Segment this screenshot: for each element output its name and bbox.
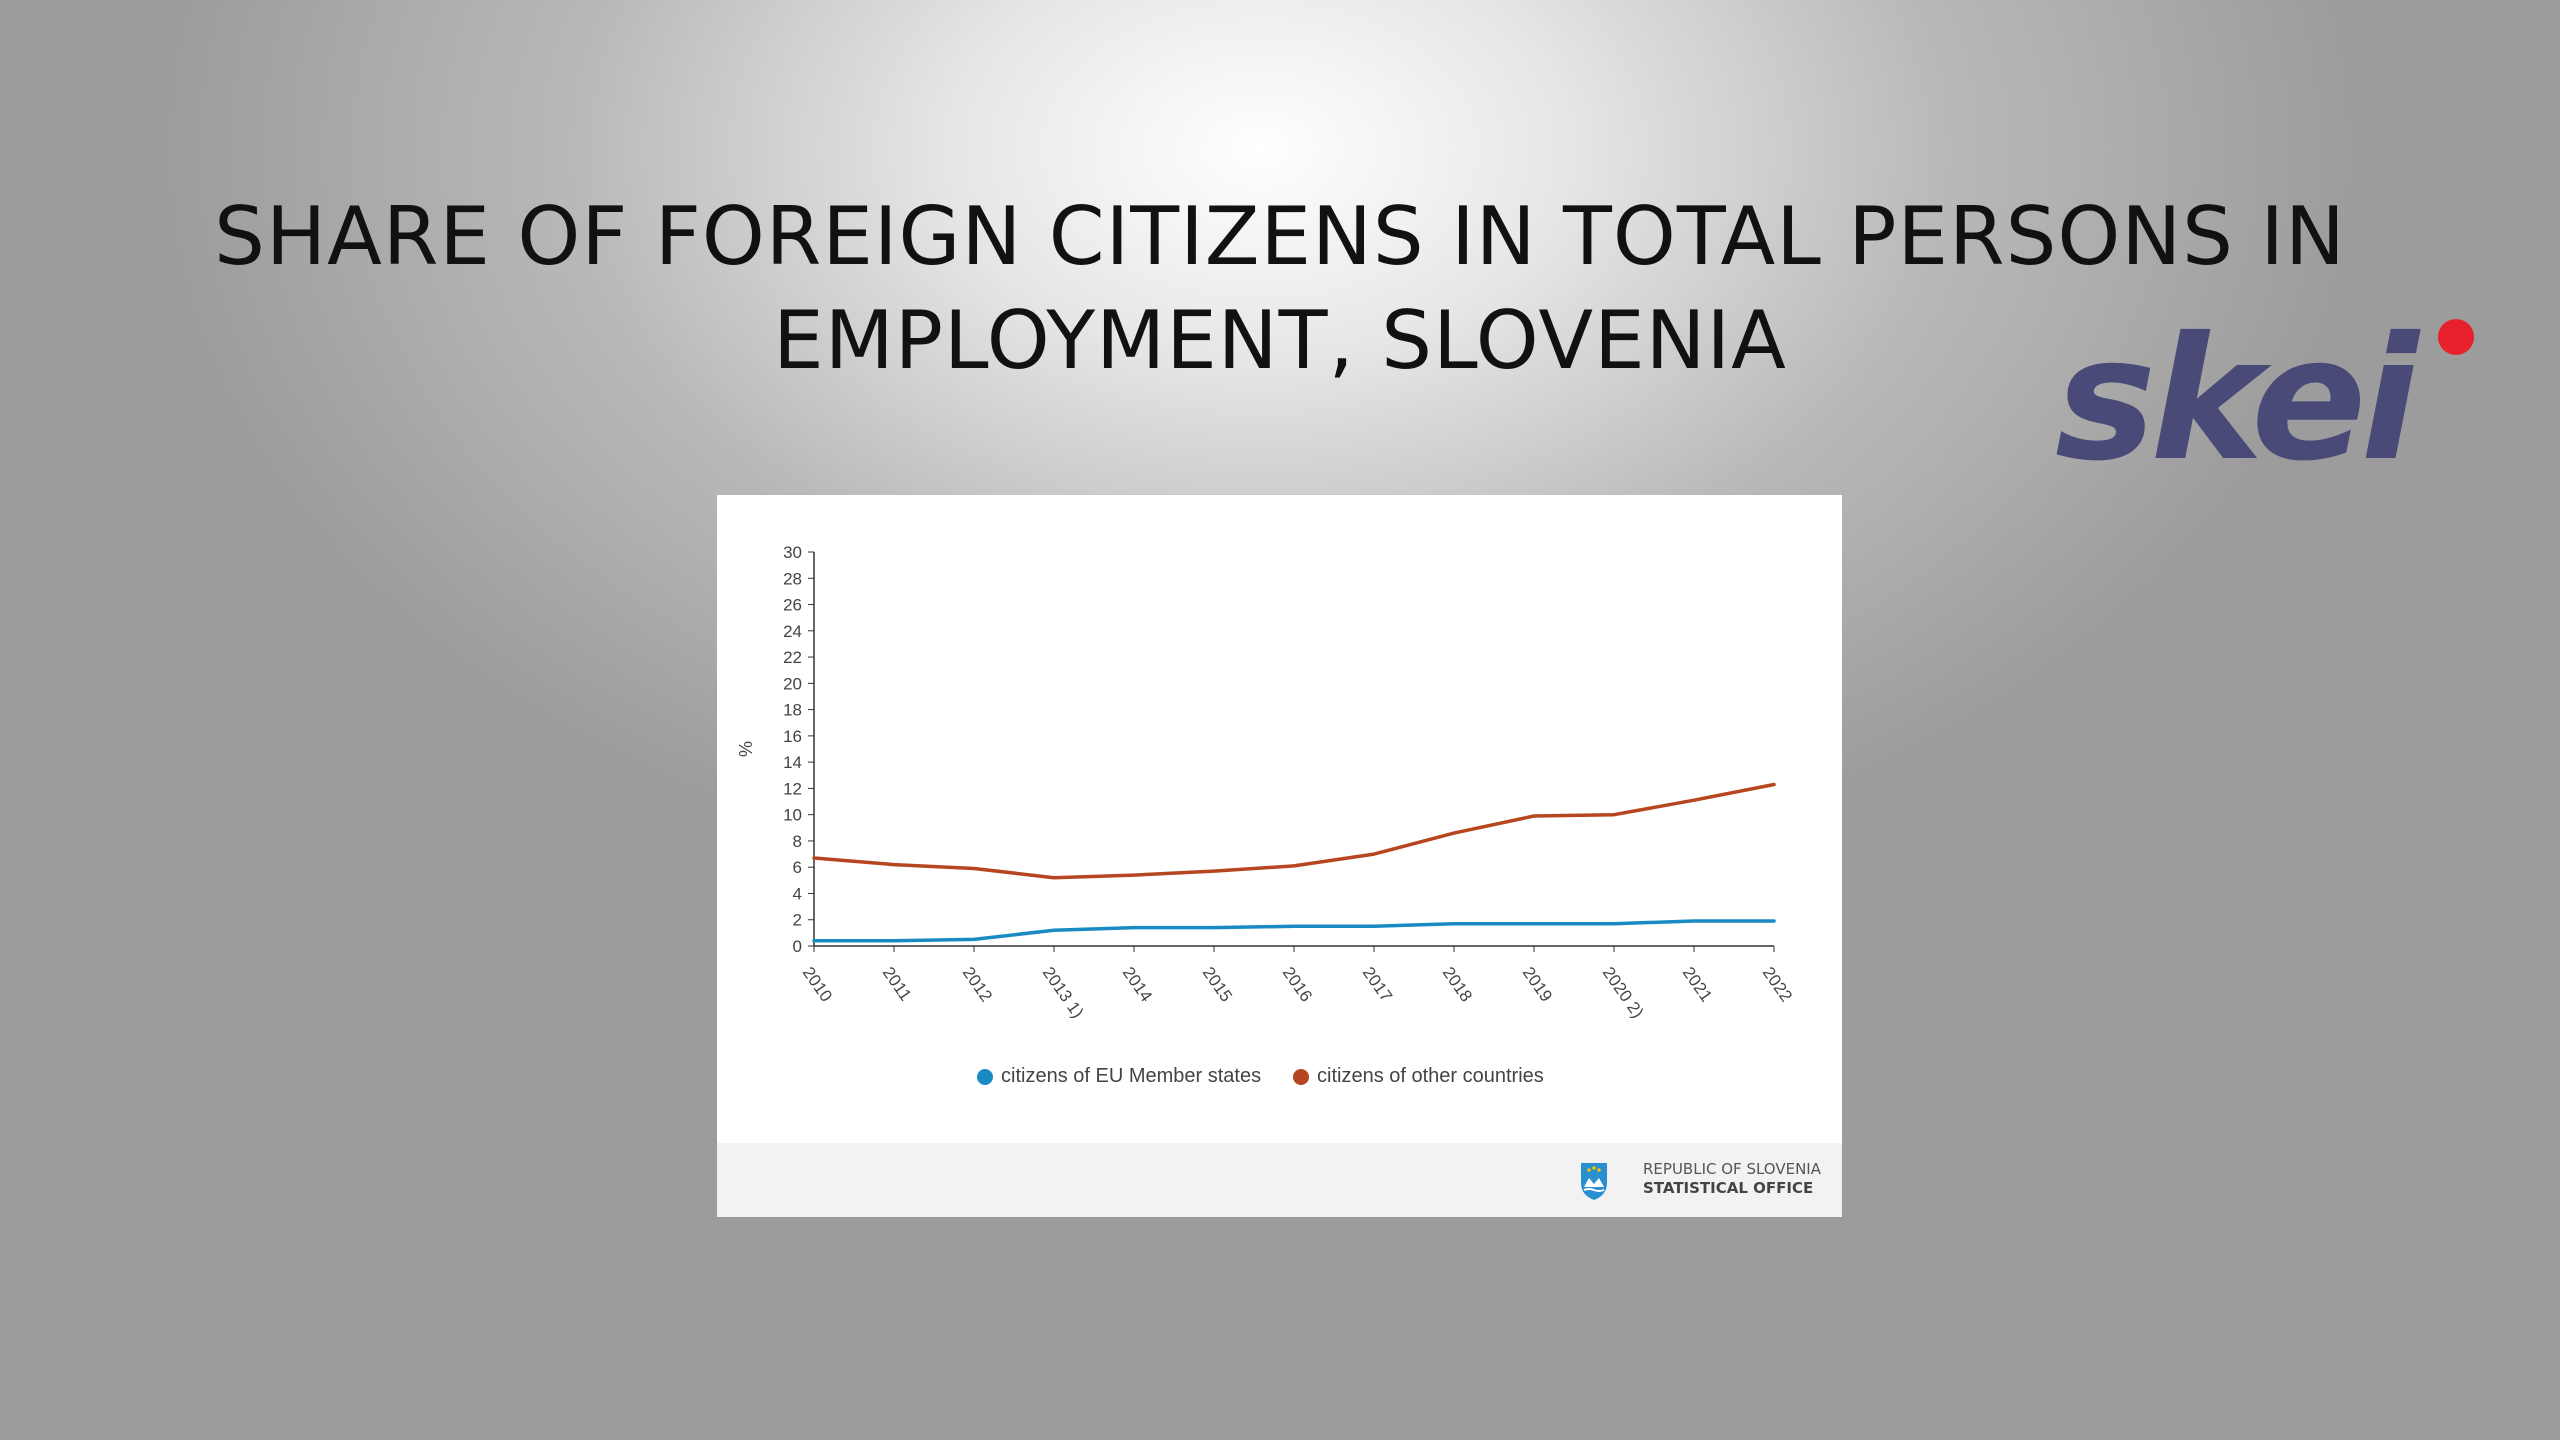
x-tick-label: 2022 — [1759, 963, 1796, 1005]
series-line-other — [812, 782, 1776, 880]
x-tick-label: 2016 — [1279, 963, 1316, 1005]
slide-title: SHARE OF FOREIGN CITIZENS IN TOTAL PERSO… — [0, 185, 2560, 393]
x-tick-label: 2015 — [1199, 963, 1236, 1005]
x-tick-label: 2019 — [1519, 963, 1556, 1005]
legend-marker-other — [1293, 1068, 1309, 1085]
x-tick-label: 2010 — [799, 963, 836, 1005]
x-tick-label: 2014 — [1119, 963, 1156, 1005]
y-tick-label: 20 — [783, 674, 802, 693]
legend-item-other[interactable]: citizens of other countries — [1293, 1065, 1544, 1088]
y-tick-label: 24 — [783, 622, 802, 641]
y-tick-label: 0 — [793, 937, 802, 956]
y-tick-label: 4 — [793, 884, 802, 903]
y-tick-label: 2 — [793, 911, 802, 930]
chart-card: 0 2 4 6 8 10 12 14 16 18 20 22 24 26 28 30% 2010 2011 2012… — [717, 495, 1842, 1217]
y-tick-label: 14 — [783, 753, 802, 772]
statistical-office-label: REPUBLIC OF SLOVENIA STATISTICAL OFFICE — [1643, 1160, 1821, 1198]
y-tick-label: 8 — [793, 832, 802, 851]
y-tick-label: 12 — [783, 779, 802, 798]
legend-item-eu[interactable]: citizens of EU Member states — [977, 1065, 1261, 1088]
x-tick-label: 2012 — [959, 963, 996, 1005]
slide-title-line-2: EMPLOYMENT, SLOVENIA — [773, 294, 1787, 387]
office-line-1: REPUBLIC OF SLOVENIA — [1643, 1160, 1821, 1178]
y-tick-label: 10 — [783, 806, 802, 825]
y-tick-label: 30 — [783, 543, 802, 562]
y-tick-label: 18 — [783, 701, 802, 720]
x-tick-label: 2017 — [1359, 963, 1396, 1005]
legend-label-eu: citizens of EU Member states — [1001, 1065, 1262, 1087]
slovenia-coat-of-arms-icon — [1581, 1163, 1607, 1200]
y-tick-label: 28 — [783, 569, 802, 588]
x-tick-label: 2021 — [1679, 963, 1716, 1005]
x-tick-label: 2020 2) — [1599, 963, 1648, 1021]
chart-footer: REPUBLIC OF SLOVENIA STATISTICAL OFFICE — [717, 1143, 1842, 1217]
x-tick-label: 2018 — [1439, 963, 1476, 1005]
y-tick-label: 16 — [783, 727, 802, 746]
series-line-eu — [812, 919, 1776, 943]
skei-logo: skei — [2055, 305, 2475, 505]
y-tick-label: 26 — [783, 596, 802, 615]
y-axis-label: % — [735, 741, 755, 757]
legend-label-other: citizens of other countries — [1317, 1065, 1544, 1087]
logo-red-dot — [2438, 319, 2474, 355]
legend-marker-eu — [977, 1068, 993, 1085]
office-line-2: STATISTICAL OFFICE — [1643, 1179, 1814, 1197]
y-tick-label: 22 — [783, 648, 802, 667]
x-tick-label: 2013 1) — [1039, 963, 1088, 1021]
x-tick-label: 2011 — [879, 963, 916, 1004]
y-tick-label: 6 — [793, 858, 802, 877]
slide-title-line-1: SHARE OF FOREIGN CITIZENS IN TOTAL PERSO… — [214, 190, 2346, 283]
logo-wordmark: skei — [2055, 301, 2419, 499]
